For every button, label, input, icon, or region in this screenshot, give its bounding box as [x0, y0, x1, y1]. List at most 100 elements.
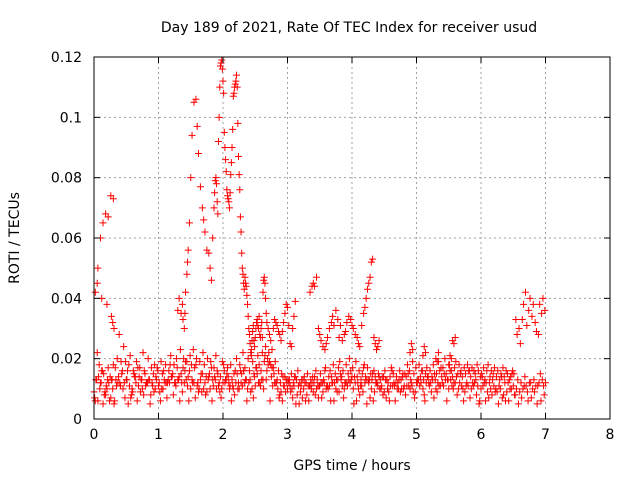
- data-point: [245, 325, 253, 332]
- data-point: [289, 394, 297, 402]
- data-point: [380, 373, 388, 381]
- data-point: [260, 276, 268, 284]
- data-point: [193, 355, 201, 363]
- data-point: [514, 400, 522, 408]
- data-point: [361, 303, 369, 311]
- data-point: [472, 391, 480, 399]
- data-point: [245, 331, 253, 339]
- data-point: [194, 150, 202, 158]
- data-point: [184, 246, 192, 254]
- data-point: [179, 315, 187, 323]
- data-point: [262, 376, 270, 384]
- x-axis-label: GPS time / hours: [293, 458, 410, 474]
- data-point: [373, 346, 381, 354]
- y-tick-labels: 0 0.02 0.04 0.06 0.08 0.1 0.12: [51, 50, 82, 428]
- data-point: [340, 385, 348, 393]
- data-point: [535, 379, 543, 387]
- data-point: [419, 385, 427, 393]
- data-point: [396, 388, 404, 396]
- data-point: [118, 370, 126, 378]
- data-point: [356, 343, 364, 351]
- data-point: [518, 394, 526, 402]
- data-point: [190, 98, 198, 106]
- data-point: [256, 379, 264, 387]
- data-point: [536, 370, 544, 378]
- data-point: [480, 364, 488, 372]
- data-point: [443, 397, 451, 405]
- data-point: [197, 370, 205, 378]
- data-point: [449, 385, 457, 393]
- data-point: [384, 379, 392, 387]
- data-point: [228, 144, 236, 151]
- data-point: [203, 246, 211, 254]
- data-point: [329, 361, 337, 369]
- data-point: [129, 367, 137, 375]
- data-point: [231, 80, 239, 88]
- data-point: [491, 388, 499, 396]
- data-point: [118, 367, 126, 375]
- data-point: [332, 385, 340, 393]
- data-point: [505, 397, 513, 405]
- data-point: [171, 379, 179, 387]
- data-point: [151, 361, 159, 369]
- data-point: [249, 358, 257, 366]
- data-point: [484, 361, 492, 369]
- data-point: [478, 370, 486, 378]
- data-point: [485, 379, 493, 387]
- data-point: [218, 56, 226, 64]
- data-point: [187, 361, 195, 369]
- data-point: [227, 159, 235, 167]
- data-point: [366, 394, 374, 402]
- data-point: [130, 370, 138, 378]
- data-point: [370, 334, 378, 342]
- data-point: [268, 346, 276, 354]
- data-point: [198, 388, 206, 396]
- data-point: [300, 373, 308, 381]
- data-point: [353, 334, 361, 342]
- data-point: [127, 391, 135, 399]
- data-point: [306, 288, 314, 296]
- data-point: [232, 77, 240, 85]
- data-point: [367, 370, 375, 378]
- data-point: [307, 376, 315, 384]
- data-point: [520, 382, 528, 390]
- data-point: [212, 352, 220, 360]
- x-tick-labels: 0 1 2 3 4 5 6 7 8: [90, 427, 615, 443]
- data-point: [425, 379, 433, 387]
- data-point: [309, 388, 317, 396]
- data-point: [352, 358, 360, 366]
- data-point: [286, 382, 294, 390]
- data-point: [286, 340, 294, 348]
- data-point: [176, 346, 184, 354]
- data-point: [183, 358, 191, 366]
- data-point: [178, 388, 186, 396]
- data-point: [242, 279, 250, 287]
- data-point: [218, 65, 226, 73]
- data-point: [311, 391, 319, 399]
- data-point: [455, 361, 463, 369]
- data-point: [243, 291, 251, 299]
- data-point: [331, 370, 339, 378]
- data-point: [150, 388, 158, 396]
- data-point: [198, 204, 206, 212]
- data-point: [200, 361, 208, 369]
- data-point: [269, 325, 277, 332]
- data-point: [305, 397, 313, 405]
- data-point: [410, 370, 418, 378]
- data-point: [225, 379, 233, 387]
- data-point: [105, 397, 113, 405]
- data-point: [338, 373, 346, 381]
- data-point: [366, 273, 374, 281]
- data-point: [128, 385, 136, 393]
- data-point: [507, 385, 515, 393]
- data-point: [374, 343, 382, 351]
- data-point: [283, 379, 291, 387]
- data-point: [262, 294, 270, 302]
- data-point: [140, 367, 148, 375]
- data-point: [206, 264, 214, 272]
- data-point: [104, 376, 112, 384]
- data-point: [287, 343, 295, 351]
- data-point: [513, 331, 521, 339]
- data-point: [342, 361, 350, 369]
- data-point: [362, 294, 370, 302]
